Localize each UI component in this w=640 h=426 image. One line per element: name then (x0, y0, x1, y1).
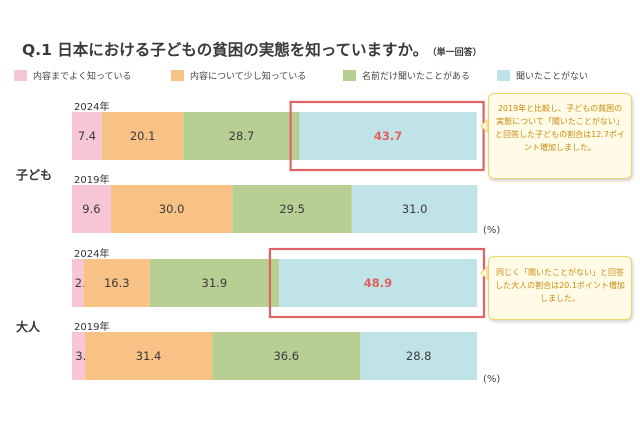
year-label: 2019年 (74, 322, 110, 333)
bar-segment-heard-name (149, 259, 279, 307)
data-label: 28.8 (406, 349, 432, 363)
group-label-adults: 大人 (16, 320, 41, 334)
data-label: 20.1 (130, 129, 156, 143)
data-label: 31.0 (402, 202, 428, 216)
legend-item-know-little: 内容について少し知っている (171, 68, 306, 82)
data-label: 9.6 (82, 202, 100, 216)
legend-item-never-heard: 聞いたことがない (497, 68, 588, 82)
bar-segment-heard-name (212, 332, 361, 380)
bar-segment-heard-name (183, 112, 300, 160)
callout-note-children: 2019年と比較し、子どもの貧困の実態について「聞いたことがない」と回答した子ど… (488, 93, 632, 179)
legend-swatch (343, 69, 356, 81)
data-label: 36.6 (273, 349, 299, 363)
data-label: 28.7 (229, 129, 255, 143)
data-label: 30.0 (159, 202, 185, 216)
data-label: 16.3 (104, 276, 130, 290)
legend-label: 内容までよく知っている (33, 71, 132, 82)
callout-pointer (480, 118, 488, 134)
legend-label: 聞いたことがない (516, 71, 589, 82)
bar-segment-know-well (72, 259, 84, 307)
data-label: 31.4 (136, 349, 162, 363)
bar-segment-know-little (110, 185, 233, 233)
bar-segment-heard-name (232, 185, 352, 233)
data-label: 7.4 (78, 129, 96, 143)
data-label: 43.7 (374, 129, 402, 143)
legend-swatch (171, 69, 184, 81)
callout-note-adults: 同じく「聞いたことがない」と回答した大人の割合は20.1ポイント増加しました。 (488, 256, 632, 320)
callout-pointer (480, 265, 488, 281)
legend-label: 内容について少し知っている (190, 71, 307, 82)
legend-label: 名前だけ聞いたことがある (362, 71, 471, 82)
group-label-children: 子ども (16, 168, 53, 182)
year-label: 2024年 (74, 249, 110, 260)
highlight-box (289, 100, 485, 172)
bar-segment-know-little (83, 259, 150, 307)
highlight-box (268, 247, 486, 319)
data-label: 29.5 (279, 202, 305, 216)
bar-segment-know-well (72, 332, 85, 380)
bar-segment-know-well (72, 185, 111, 233)
bar-segment-know-little (101, 112, 184, 160)
legend-swatch (497, 69, 510, 81)
bar-segment-never-heard (299, 112, 477, 160)
data-label: 48.9 (364, 276, 392, 290)
bar-segment-know-little (84, 332, 213, 380)
unit-label: (%) (483, 374, 501, 385)
year-label: 2019年 (74, 175, 110, 186)
bar-segment-never-heard (351, 185, 478, 233)
legend-item-know-well: 内容までよく知っている (14, 68, 132, 82)
legend-swatch (14, 69, 27, 81)
bar-segment-never-heard (360, 332, 477, 380)
data-label: 31.9 (202, 276, 228, 290)
bar-segment-never-heard (278, 259, 477, 307)
bar-segment-know-well (72, 112, 102, 160)
chart-subtitle: （単一回答） (432, 48, 482, 58)
chart-title: Q.1 日本における子どもの貧困の実態を知っていますか。 （単一回答） (22, 41, 482, 59)
unit-label: (%) (483, 225, 501, 236)
year-label: 2024年 (74, 102, 110, 113)
legend-item-heard-name: 名前だけ聞いたことがある (343, 68, 470, 82)
